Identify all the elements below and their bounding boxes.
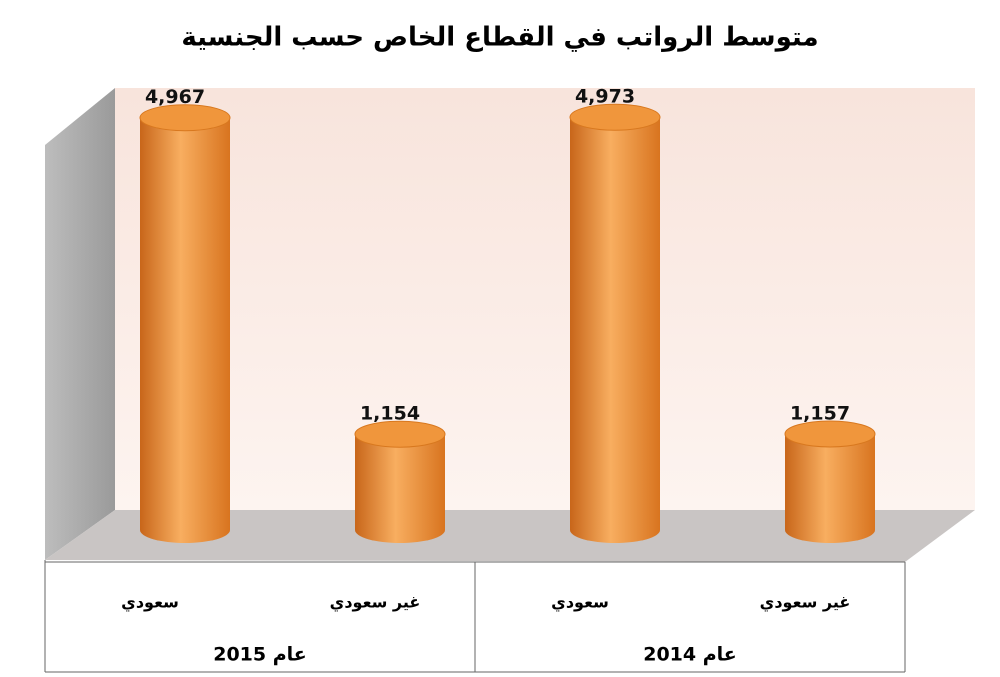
x-tick-label: سعودي <box>121 593 179 613</box>
bar-top <box>139 104 231 132</box>
back-wall <box>115 88 975 510</box>
value-label: 1,157 <box>790 402 850 424</box>
value-label: 1,154 <box>360 403 420 425</box>
bar-top <box>569 103 661 131</box>
value-label: 4,967 <box>145 86 205 108</box>
group-label: عام 2015 <box>213 644 307 666</box>
bar <box>569 103 661 543</box>
bar-body <box>140 117 230 543</box>
chart-title: متوسط الرواتب في القطاع الخاص حسب الجنسي… <box>181 23 818 53</box>
bar-top <box>784 420 876 448</box>
bar <box>784 420 876 543</box>
side-wall <box>45 88 115 560</box>
bar <box>354 420 446 543</box>
floor <box>45 510 975 562</box>
group-label: عام 2014 <box>643 644 737 666</box>
category-grid <box>44 560 906 673</box>
bar-body <box>785 433 875 543</box>
bar-top <box>354 420 446 448</box>
x-tick-label: غير سعودي <box>760 593 851 613</box>
x-tick-label: سعودي <box>551 593 609 613</box>
x-tick-label: غير سعودي <box>330 593 421 613</box>
bar <box>139 104 231 543</box>
value-label: 4,973 <box>575 86 635 108</box>
bar-body <box>570 117 660 543</box>
bar-body <box>355 434 445 543</box>
